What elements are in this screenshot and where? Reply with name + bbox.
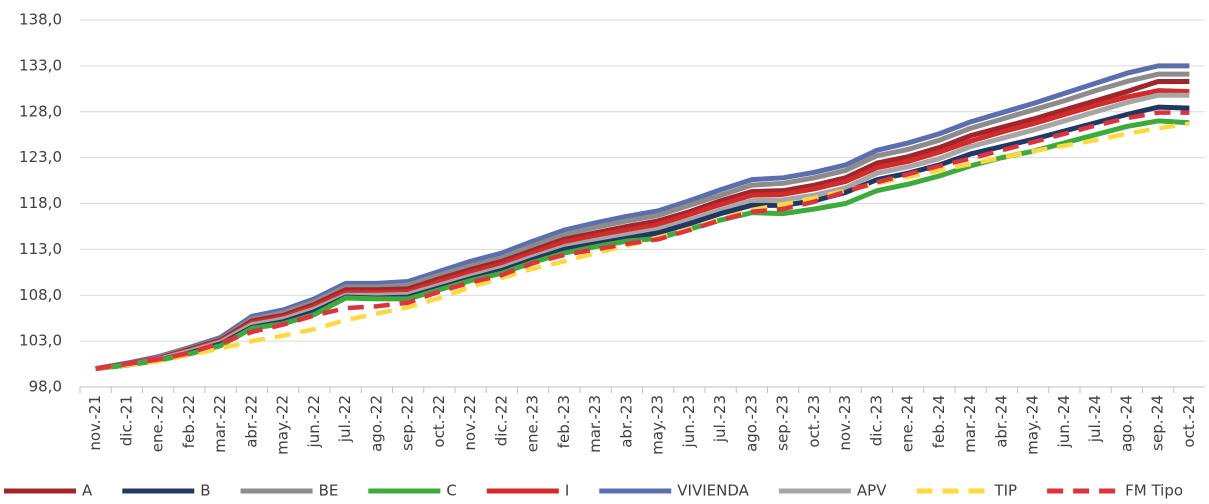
legend-label: B bbox=[200, 482, 210, 500]
legend-label: A bbox=[82, 482, 93, 500]
legend-item: B bbox=[122, 482, 211, 500]
x-tick-label: jun.-24 bbox=[1055, 395, 1073, 448]
legend-label: APV bbox=[857, 482, 887, 500]
y-tick-label: 128,0 bbox=[19, 102, 62, 120]
x-tick-label: feb.-23 bbox=[555, 395, 573, 448]
x-tick-label: oct.-24 bbox=[1180, 395, 1198, 448]
series-line bbox=[95, 92, 1190, 372]
x-tick-label: sep.-22 bbox=[399, 395, 417, 451]
x-tick-label: abr.-22 bbox=[242, 395, 260, 448]
legend-label: I bbox=[565, 482, 569, 500]
x-tick-label: oct.-23 bbox=[805, 395, 823, 448]
x-tick-label: jul.-23 bbox=[711, 395, 729, 443]
legend-label: FM Tipo bbox=[1125, 482, 1183, 500]
x-tick-label: abr.-23 bbox=[617, 395, 635, 448]
x-tick-label: feb.-24 bbox=[930, 395, 948, 448]
x-tick-label: ago.-24 bbox=[1117, 395, 1135, 452]
x-tick-label: dic.-23 bbox=[867, 395, 885, 446]
x-tick-label: may.-23 bbox=[649, 395, 667, 455]
legend-item: TIP bbox=[916, 482, 1017, 500]
legend-item: APV bbox=[778, 482, 887, 500]
y-tick-label: 138,0 bbox=[19, 11, 62, 29]
x-tick-label: nov.-23 bbox=[836, 395, 854, 451]
legend-item: BE bbox=[240, 482, 339, 500]
x-tick-label: may.-22 bbox=[274, 395, 292, 455]
x-tick-label: nov.-21 bbox=[86, 395, 104, 451]
x-tick-label: feb.-22 bbox=[180, 395, 198, 448]
x-tick-label: jun.-22 bbox=[305, 395, 323, 448]
x-tick-label: ene.-22 bbox=[149, 395, 167, 452]
x-tick-label: mar.-22 bbox=[211, 395, 229, 453]
x-tick-label: oct.-22 bbox=[430, 395, 448, 448]
legend-label: TIP bbox=[993, 482, 1017, 500]
x-tick-label: ene.-24 bbox=[899, 395, 917, 452]
y-tick-label: 108,0 bbox=[19, 286, 62, 304]
x-tick-label: ene.-23 bbox=[524, 395, 542, 452]
x-tick-label: ago.-23 bbox=[742, 395, 760, 452]
y-tick-label: 103,0 bbox=[19, 332, 62, 350]
series-line bbox=[95, 71, 1190, 372]
x-tick-label: dic.-21 bbox=[117, 395, 135, 446]
legend-item: FM Tipo bbox=[1047, 482, 1183, 500]
y-tick-label: 133,0 bbox=[19, 56, 62, 74]
x-tick-label: mar.-23 bbox=[586, 395, 604, 453]
x-tick-label: sep.-24 bbox=[1149, 395, 1167, 451]
series-line bbox=[95, 110, 1190, 371]
y-tick-label: 118,0 bbox=[19, 194, 62, 212]
legend-label: C bbox=[446, 482, 456, 500]
legend-label: VIVIENDA bbox=[677, 482, 749, 500]
x-tick-label: jul.-24 bbox=[1086, 395, 1104, 443]
y-tick-label: 123,0 bbox=[19, 148, 62, 166]
legend-item: A bbox=[4, 482, 93, 500]
x-tick-label: dic.-22 bbox=[492, 395, 510, 446]
x-tick-label: may.-24 bbox=[1024, 395, 1042, 455]
x-tick-label: jul.-22 bbox=[336, 395, 354, 443]
x-tick-label: sep.-23 bbox=[774, 395, 792, 451]
x-tick-label: mar.-24 bbox=[961, 395, 979, 453]
legend-item: C bbox=[368, 482, 457, 500]
x-tick-label: ago.-22 bbox=[367, 395, 385, 452]
legend-item: I bbox=[486, 482, 569, 500]
x-tick-label: jun.-23 bbox=[680, 395, 698, 448]
y-tick-label: 113,0 bbox=[19, 240, 62, 258]
x-tick-label: abr.-24 bbox=[992, 395, 1010, 448]
legend-label: BE bbox=[319, 482, 339, 500]
legend-item: VIVIENDA bbox=[599, 482, 750, 500]
series-line bbox=[95, 63, 1190, 372]
x-tick-label: nov.-22 bbox=[461, 395, 479, 451]
y-tick-label: 98,0 bbox=[29, 378, 62, 396]
series-line bbox=[95, 121, 1190, 371]
